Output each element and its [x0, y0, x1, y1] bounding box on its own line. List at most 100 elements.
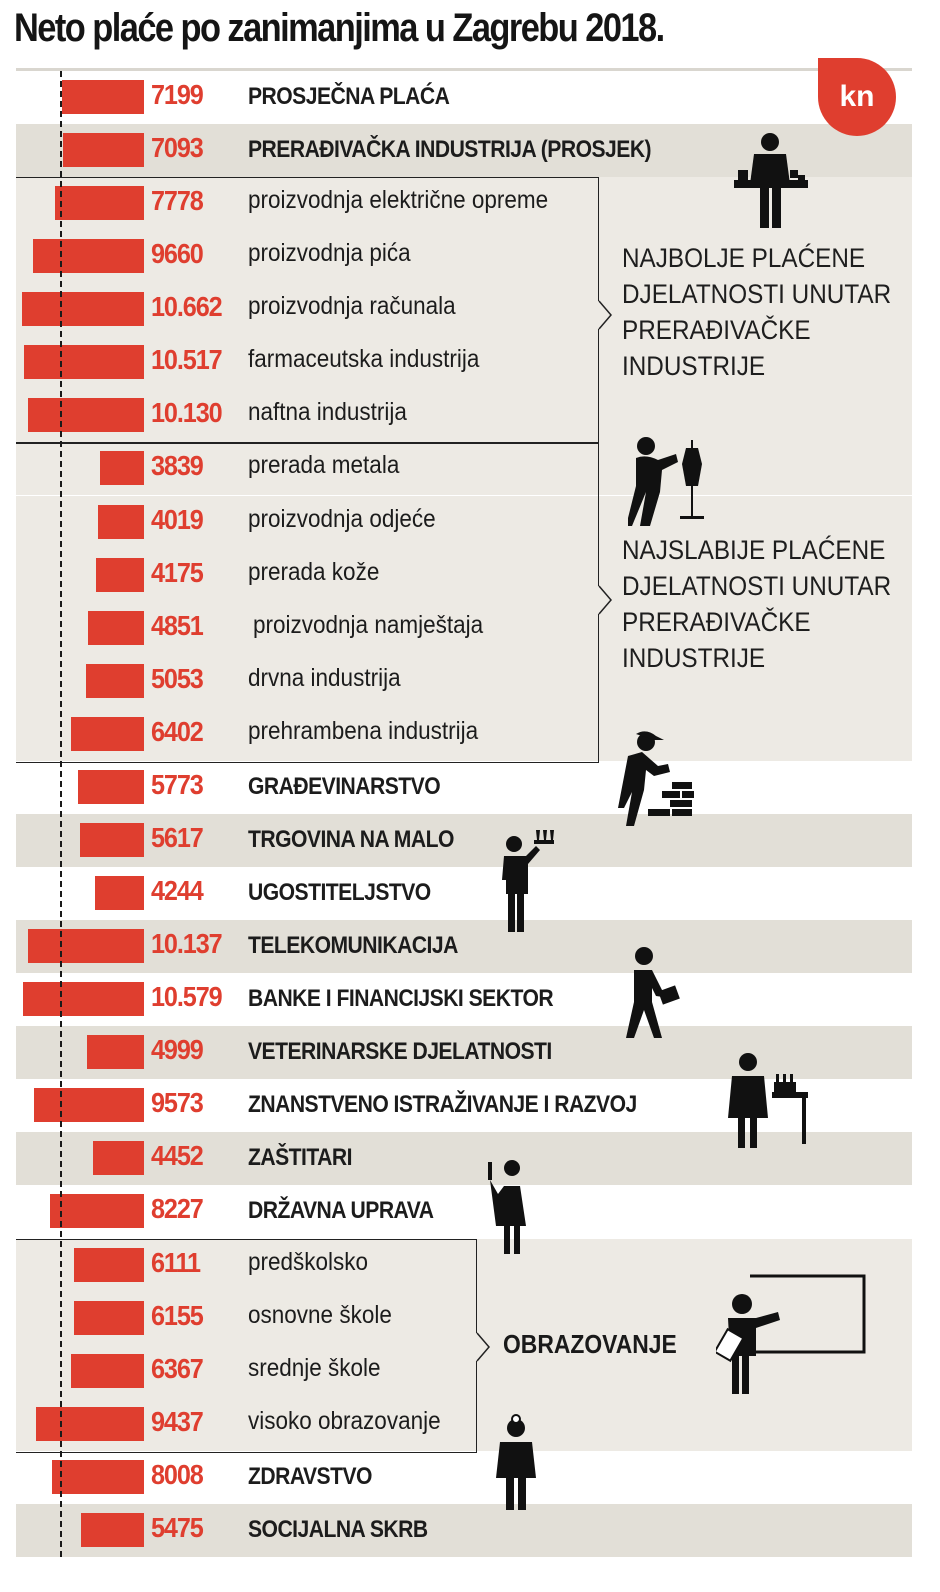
- bar: [55, 186, 144, 220]
- table-row: [16, 1185, 912, 1238]
- value-label: 10.130: [151, 397, 223, 428]
- value-label: 5053: [151, 663, 204, 694]
- category-label: VETERINARSKE DJELATNOSTI: [248, 1038, 552, 1065]
- category-label: SOCIJALNA SKRB: [248, 1516, 428, 1543]
- value-label: 8008: [151, 1459, 204, 1490]
- value-label: 9660: [151, 238, 204, 269]
- value-label: 6155: [151, 1300, 204, 1331]
- table-row: [16, 389, 912, 442]
- bar: [23, 982, 144, 1016]
- value-label: 9573: [151, 1087, 204, 1118]
- bar: [78, 770, 144, 804]
- value-label: 4999: [151, 1034, 204, 1065]
- value-label: 10.517: [151, 344, 223, 375]
- category-label: prehrambena industrija: [248, 717, 479, 745]
- value-label: 6111: [151, 1247, 201, 1278]
- table-row: [16, 283, 912, 336]
- worst-paid-group-box: [16, 442, 599, 763]
- bar: [93, 1141, 144, 1175]
- group-label-line: DJELATNOSTI UNUTAR: [622, 279, 892, 309]
- table-row: [16, 1504, 912, 1557]
- group-label-line: INDUSTRIJE: [622, 351, 766, 381]
- table-row: [16, 1026, 912, 1079]
- bar: [71, 1354, 144, 1388]
- category-label: predškolsko: [248, 1248, 369, 1276]
- value-label: 5617: [151, 822, 204, 853]
- best-paid-group-box: [16, 177, 599, 444]
- category-label: proizvodnja računala: [248, 292, 456, 320]
- unit-badge: kn: [818, 58, 896, 136]
- bar: [63, 133, 144, 167]
- bar: [62, 80, 144, 114]
- value-label: 5773: [151, 769, 204, 800]
- tailor-icon: [628, 437, 704, 526]
- group-label-line: PRERAĐIVAČKE: [622, 607, 811, 637]
- table-row: [16, 708, 912, 761]
- value-label: 10.137: [151, 928, 223, 959]
- category-label: drvna industrija: [248, 664, 401, 692]
- brace-chevron-icon: [598, 585, 612, 615]
- bar: [87, 1035, 144, 1069]
- category-label: visoko obrazovanje: [248, 1407, 441, 1435]
- value-label: 7093: [151, 132, 204, 163]
- value-label: 8227: [151, 1193, 204, 1224]
- category-label: ZNANSTVENO ISTRAŽIVANJE I RAZVOJ: [248, 1091, 637, 1118]
- bar: [28, 398, 144, 432]
- group-label-line: NAJBOLJE PLAĆENE: [622, 243, 866, 273]
- value-label: 7199: [151, 79, 204, 110]
- table-row: [16, 1239, 912, 1292]
- category-label: GRAĐEVINARSTVO: [248, 773, 441, 800]
- bar: [52, 1460, 144, 1494]
- group-label-line: INDUSTRIJE: [622, 643, 766, 673]
- value-label: 5475: [151, 1512, 204, 1543]
- category-label: proizvodnja električne opreme: [248, 186, 549, 214]
- table-row: [16, 1451, 912, 1504]
- education-group-label: OBRAZOVANJE: [503, 1329, 677, 1359]
- bar: [36, 1407, 144, 1441]
- table-row: [16, 336, 912, 389]
- bar: [24, 345, 144, 379]
- top-divider: [16, 68, 912, 71]
- bar: [74, 1301, 144, 1335]
- category-label: naftna industrija: [248, 398, 407, 426]
- table-row: [16, 442, 912, 495]
- table-row: [16, 549, 912, 602]
- bar: [80, 823, 144, 857]
- bar: [86, 664, 144, 698]
- value-label: 4851: [151, 610, 204, 641]
- category-label: osnovne škole: [248, 1301, 392, 1329]
- table-row: [16, 761, 912, 814]
- average-reference-line: [60, 71, 62, 1557]
- group-label-line: DJELATNOSTI UNUTAR: [622, 571, 892, 601]
- bar: [71, 717, 144, 751]
- table-row: [16, 496, 912, 549]
- table-row: [16, 920, 912, 973]
- page-title: Neto plaće po zanimanjima u Zagrebu 2018…: [14, 6, 665, 50]
- teacher-icon: [716, 1274, 866, 1394]
- bar: [33, 239, 144, 273]
- bar: [74, 1248, 144, 1282]
- construction-worker-icon: [618, 731, 694, 826]
- table-row: [16, 602, 912, 655]
- table-row: [16, 1132, 912, 1185]
- doctor-icon: [496, 1414, 536, 1510]
- group-label-line: PRERAĐIVAČKE: [622, 315, 811, 345]
- category-label: ZAŠTITARI: [248, 1144, 352, 1171]
- table-row: [16, 71, 912, 124]
- brace-chevron-icon: [598, 300, 612, 330]
- category-label: PROSJEČNA PLAĆA: [248, 83, 450, 110]
- value-label: 10.579: [151, 981, 223, 1012]
- table-row: [16, 230, 912, 283]
- category-label: ZDRAVSTVO: [248, 1463, 372, 1490]
- bar: [22, 292, 144, 326]
- category-label: prerada kože: [248, 558, 380, 586]
- bar: [28, 929, 144, 963]
- category-label: proizvodnja odjeće: [248, 505, 436, 533]
- table-row: [16, 655, 912, 708]
- bar: [98, 505, 144, 539]
- value-label: 4244: [151, 875, 204, 906]
- table-row: [16, 1398, 912, 1451]
- value-label: 6402: [151, 716, 204, 747]
- education-group-box: [16, 1239, 477, 1453]
- category-label: DRŽAVNA UPRAVA: [248, 1197, 434, 1224]
